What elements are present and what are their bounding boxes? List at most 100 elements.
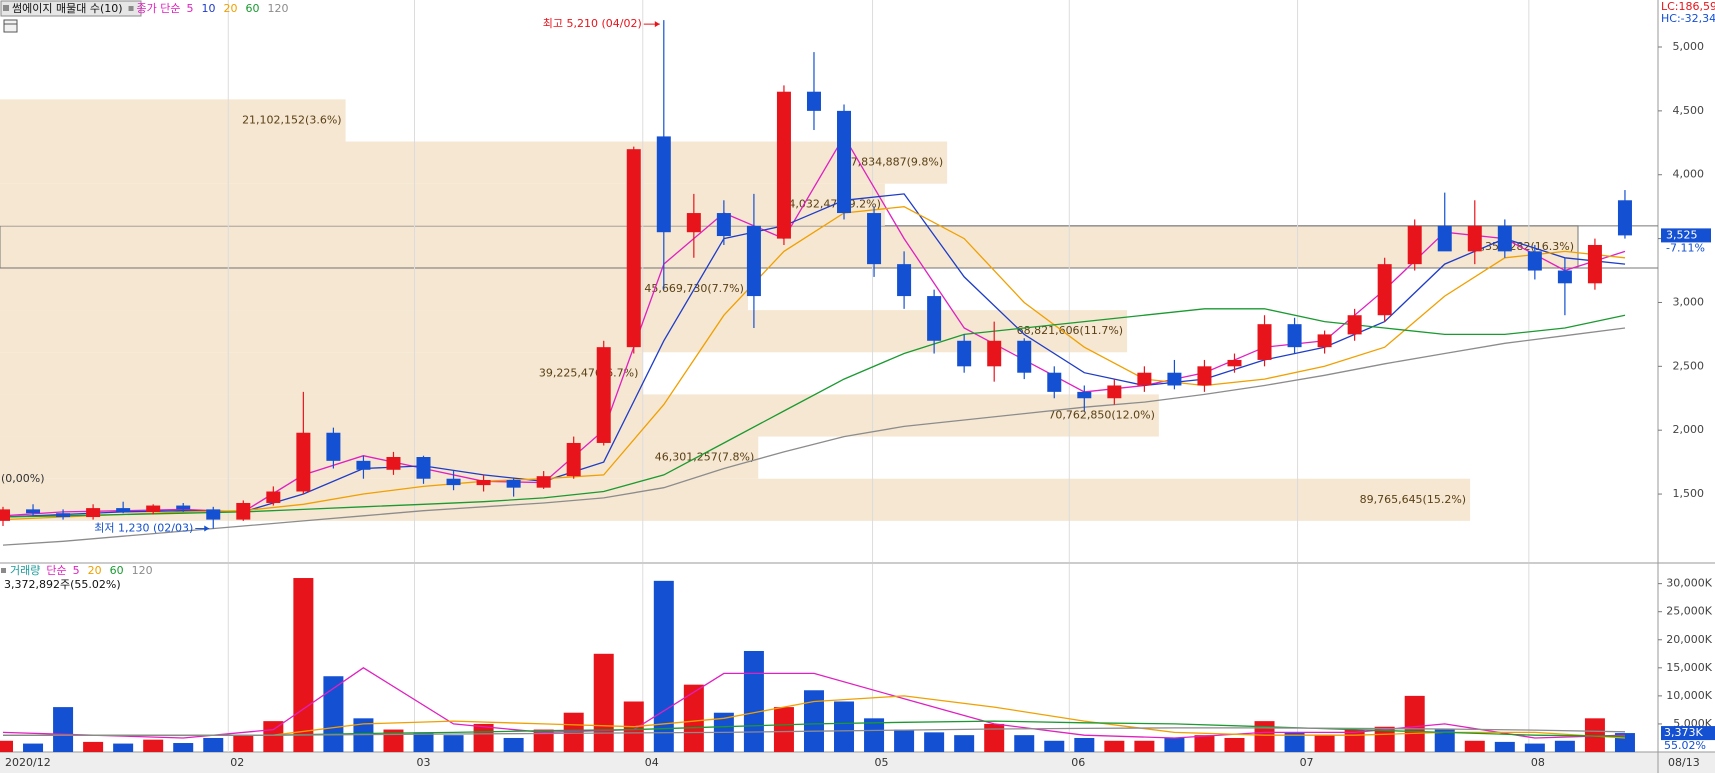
- volume-profile-label: 21,102,152(3.6%): [242, 113, 342, 126]
- x-tick-label: 2020/12: [5, 756, 51, 769]
- candle-body: [356, 460, 371, 470]
- current-volume-box: [1661, 726, 1715, 741]
- candle-body: [656, 136, 671, 233]
- volume-bar: [503, 737, 524, 752]
- volume-bar: [323, 676, 344, 752]
- candle-body: [536, 476, 551, 488]
- candle-body: [56, 513, 71, 518]
- candle-body: [897, 264, 912, 297]
- y-tick-label: 10,000K: [1666, 689, 1712, 702]
- volume-bar: [443, 735, 464, 752]
- current-price-label: 3,525: [1666, 228, 1698, 241]
- volume-bar: [1074, 737, 1095, 752]
- volume-bar: [1374, 726, 1395, 752]
- reference-label: (0,00%): [1, 472, 45, 485]
- candle-body: [1287, 324, 1302, 348]
- candle-body: [987, 340, 1002, 367]
- candle-body: [386, 457, 401, 470]
- candle-body: [266, 491, 281, 503]
- candle-body: [1137, 372, 1152, 386]
- y-tick-label: 3,000: [1673, 295, 1705, 308]
- volume-legend-prefix: 단순: [46, 564, 66, 577]
- legend-entry: 10: [202, 2, 216, 15]
- candle-body: [1167, 372, 1182, 386]
- lc-label: LC:186,59: [1661, 0, 1715, 13]
- volume-bar: [293, 578, 314, 752]
- x-tick-label: 06: [1071, 756, 1085, 769]
- volume-profile-band: [0, 352, 643, 395]
- candle-body: [867, 213, 882, 265]
- candle-body: [746, 225, 761, 297]
- y-tick-label: 15,000K: [1666, 661, 1712, 674]
- low-annotation: 최저 1,230 (02/03): [94, 522, 193, 535]
- candle-body: [776, 91, 791, 239]
- x-tick-label: 08: [1531, 756, 1545, 769]
- candle-body: [686, 213, 701, 233]
- title-icon: [3, 5, 9, 11]
- volume-bar: [743, 650, 764, 752]
- volume-bar: [1044, 740, 1065, 752]
- volume-bar: [1584, 718, 1605, 752]
- volume-bar: [143, 739, 164, 752]
- high-arrowhead: [654, 21, 660, 28]
- candle-body: [1377, 264, 1392, 316]
- candle-body: [1437, 225, 1452, 252]
- volume-bar: [1464, 740, 1485, 752]
- volume-bar: [1194, 735, 1215, 752]
- volume-info: 3,372,892주(55.02%): [4, 578, 121, 591]
- volume-bar: [1494, 741, 1515, 752]
- legend-entry: 20: [88, 564, 102, 577]
- candle-body: [236, 502, 251, 520]
- y-tick-label: 4,000: [1673, 168, 1705, 181]
- candle-body: [716, 213, 731, 237]
- moving-average-line: [3, 727, 1626, 736]
- volume-bar: [533, 729, 554, 752]
- volume-bar: [203, 737, 224, 752]
- volume-bar: [1314, 735, 1335, 752]
- legend-entry: 5: [187, 2, 194, 15]
- volume-bar: [683, 684, 704, 752]
- legend-prefix: 종가 단순: [137, 2, 181, 15]
- candle-body: [1257, 324, 1272, 360]
- volume-bar: [1164, 737, 1185, 752]
- candle-body: [596, 347, 611, 443]
- x-tick-label: 03: [417, 756, 431, 769]
- candle-body: [176, 505, 191, 510]
- volume-profile-band: [0, 436, 759, 479]
- candle-body: [1047, 372, 1062, 392]
- candle-body: [957, 340, 972, 367]
- x-tick-label: 05: [875, 756, 889, 769]
- chart-title: 썸에이지 매물대 수(10): [12, 2, 123, 15]
- volume-bar: [173, 743, 194, 752]
- volume-bar: [383, 729, 404, 752]
- candle-body: [296, 432, 311, 492]
- volume-bar: [864, 718, 885, 752]
- calendar-icon[interactable]: [3, 19, 18, 33]
- candle-body: [1347, 315, 1362, 335]
- y-tick-label: 2,000: [1673, 423, 1705, 436]
- y-tick-label: 5,000: [1673, 40, 1705, 53]
- candle-body: [566, 442, 581, 477]
- volume-bar: [563, 712, 584, 752]
- candle-body: [626, 149, 641, 348]
- candle-body: [1107, 385, 1122, 399]
- candle-body: [1227, 359, 1242, 367]
- date-axis-bar: [0, 752, 1715, 773]
- current-price-box: [1661, 228, 1711, 243]
- x-tick-label: 04: [645, 756, 659, 769]
- legend-entry: 120: [132, 564, 153, 577]
- candle-body: [927, 296, 942, 341]
- moving-average-line: [2, 206, 1626, 521]
- volume-profile-label: 68,821,606(11.7%): [1017, 324, 1124, 337]
- moving-average-line: [2, 327, 1626, 546]
- volume-bar: [1224, 737, 1245, 752]
- title-box[interactable]: [0, 0, 142, 17]
- current-volume-label: 3,373K: [1664, 726, 1703, 739]
- y-tick-label: 1,500: [1673, 487, 1705, 500]
- candle-body: [1617, 200, 1632, 236]
- volume-bar: [1554, 740, 1575, 752]
- volume-bar: [83, 741, 104, 752]
- y-tick-label: 25,000K: [1666, 605, 1712, 618]
- legend-icon: [128, 6, 134, 11]
